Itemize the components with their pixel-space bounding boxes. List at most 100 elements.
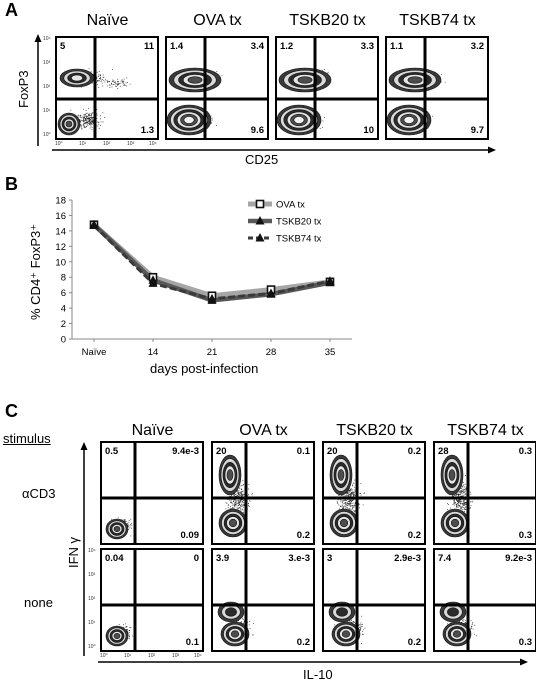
panel-c-plot: 20 0.2 0.2 — [322, 441, 426, 545]
quadrant-value-upper-right: 0.1 — [296, 446, 310, 457]
quadrant-value-lower-right: 0.1 — [185, 636, 199, 648]
quadrant-value-upper-left: 28 — [438, 446, 449, 457]
panel-b-xlabel: days post-infection — [150, 361, 259, 376]
legend-marker — [255, 199, 265, 209]
y-tick-label: 10 — [55, 257, 66, 268]
quadrant-value-upper-left: 7.4 — [438, 553, 452, 564]
flow-density-plot — [213, 550, 313, 650]
quadrant-value-upper-right: 3.e-3 — [288, 553, 310, 564]
flow-density-plot — [102, 550, 202, 650]
quadrant-value-lower-right: 0.2 — [296, 636, 310, 648]
y-tick-label: 10⁴ — [43, 36, 51, 42]
flow-density-plot — [324, 443, 424, 543]
stimulus-header: stimulus — [3, 431, 51, 446]
y-tick-label: 4 — [61, 304, 66, 315]
data-point — [266, 288, 276, 297]
x-tick-label: 10² — [103, 141, 111, 147]
flow-density-plot — [387, 38, 487, 138]
panel-c-ylabel: IFN γ — [66, 536, 81, 568]
quadrant-value-upper-left: 3 — [327, 553, 333, 564]
data-point — [325, 276, 335, 285]
y-tick-label: 12 — [55, 242, 66, 253]
quadrant-value-upper-right: 0 — [193, 553, 199, 564]
legend-label: TSKB74 tx — [276, 234, 322, 245]
quadrant-value-lower-right: 0.2 — [296, 529, 310, 541]
panel-c-col-title: Naïve — [131, 422, 174, 439]
legend-marker — [255, 216, 265, 225]
data-point — [89, 220, 99, 229]
quadrant-value-upper-right: 0.3 — [518, 446, 532, 457]
y-tick-label: 10³ — [88, 572, 96, 578]
x-tick-label: 14 — [148, 347, 159, 358]
quadrant-value-lower-right: 9.6 — [250, 124, 264, 136]
y-tick-label: 10⁰ — [43, 132, 51, 138]
legend-marker — [255, 233, 265, 242]
panel-c-col-title: OVA tx — [239, 422, 288, 439]
quadrant-value-upper-left: 1.2 — [280, 41, 294, 52]
data-point — [207, 293, 217, 303]
x-tick-label: 10³ — [172, 653, 180, 659]
panel-c-col-title: TSKB20 tx — [336, 422, 413, 439]
quadrant-value-upper-right: 3.2 — [470, 41, 484, 52]
quadrant-value-lower-right: 0.3 — [518, 529, 532, 541]
data-point — [148, 278, 158, 287]
panel-a-plot: 5 11 1.3 — [55, 36, 159, 140]
quadrant-value-lower-right: 0.2 — [407, 636, 421, 648]
panel-a-letter: A — [5, 0, 18, 20]
x-tick-label: 10¹ — [124, 653, 132, 659]
y-tick-label: 2 — [61, 319, 66, 330]
quadrant-value-upper-left: 20 — [327, 446, 338, 457]
quadrant-value-lower-right: 0.2 — [407, 529, 421, 541]
quadrant-value-upper-right: 2.9e-3 — [394, 553, 421, 564]
flow-density-plot — [57, 38, 157, 138]
y-tick-label: 10² — [88, 596, 96, 602]
quadrant-value-upper-right: 3.4 — [250, 41, 264, 52]
panel-a-col-title: Naïve — [86, 12, 129, 29]
panel-c-plot: 3 2.9e-3 0.2 — [322, 548, 426, 652]
y-tick-label: 14 — [55, 226, 66, 237]
panel-a-col-title: TSKB74 tx — [399, 12, 476, 29]
panel-a-plot: 1.4 3.4 9.6 — [165, 36, 269, 140]
panel-c-plot: 20 0.1 0.2 — [211, 441, 315, 545]
panel-a-xlabel: CD25 — [245, 152, 279, 167]
legend-label: TSKB20 tx — [276, 217, 322, 228]
quadrant-value-lower-right: 0.09 — [180, 529, 200, 541]
flow-density-plot — [167, 38, 267, 138]
quadrant-value-upper-left: 3.9 — [216, 553, 230, 564]
flow-density-plot — [102, 443, 202, 543]
panel-a-plot: 1.1 3.2 9.7 — [385, 36, 489, 140]
panel-c-plot: 0.5 9.4e-3 0.09 — [100, 441, 204, 545]
y-tick-label: 10¹ — [43, 108, 51, 114]
y-tick-label: 0 — [61, 335, 66, 346]
panel-a-col-title: TSKB20 tx — [289, 12, 366, 29]
x-tick-label: 10² — [148, 653, 156, 659]
x-tick-label: 10⁴ — [149, 141, 157, 147]
y-tick-label: 18 — [55, 196, 66, 207]
y-tick-label: 10² — [43, 84, 51, 90]
quadrant-value-lower-right: 0.3 — [518, 636, 532, 648]
panel-a-plot: 1.2 3.3 10 — [275, 36, 379, 140]
x-tick-label: 10³ — [127, 141, 135, 147]
y-tick-label: 8 — [61, 273, 66, 284]
x-tick-label: 10⁰ — [100, 653, 108, 659]
quadrant-value-upper-left: 0.5 — [105, 446, 119, 457]
panel-c-col-title: TSKB74 tx — [447, 422, 524, 439]
x-tick-label: 28 — [266, 347, 277, 358]
panel-c-plot: 3.9 3.e-3 0.2 — [211, 548, 315, 652]
panel-c-letter: C — [5, 401, 18, 421]
x-tick-label: 10¹ — [79, 141, 87, 147]
y-tick-label: 10¹ — [88, 620, 96, 626]
quadrant-value-upper-right: 9.2e-3 — [505, 553, 532, 564]
quadrant-value-upper-right: 3.3 — [360, 41, 374, 52]
quadrant-value-upper-left: 1.4 — [170, 41, 184, 52]
y-tick-label: 6 — [61, 288, 66, 299]
panel-c-plot: 7.4 9.2e-3 0.3 — [433, 548, 536, 652]
panel-c-plot: 28 0.3 0.3 — [433, 441, 536, 545]
x-tick-label: 35 — [325, 347, 336, 358]
x-tick-label: Naïve — [82, 347, 107, 358]
legend-label: OVA tx — [276, 200, 305, 211]
x-tick-label: 10⁰ — [55, 141, 63, 147]
